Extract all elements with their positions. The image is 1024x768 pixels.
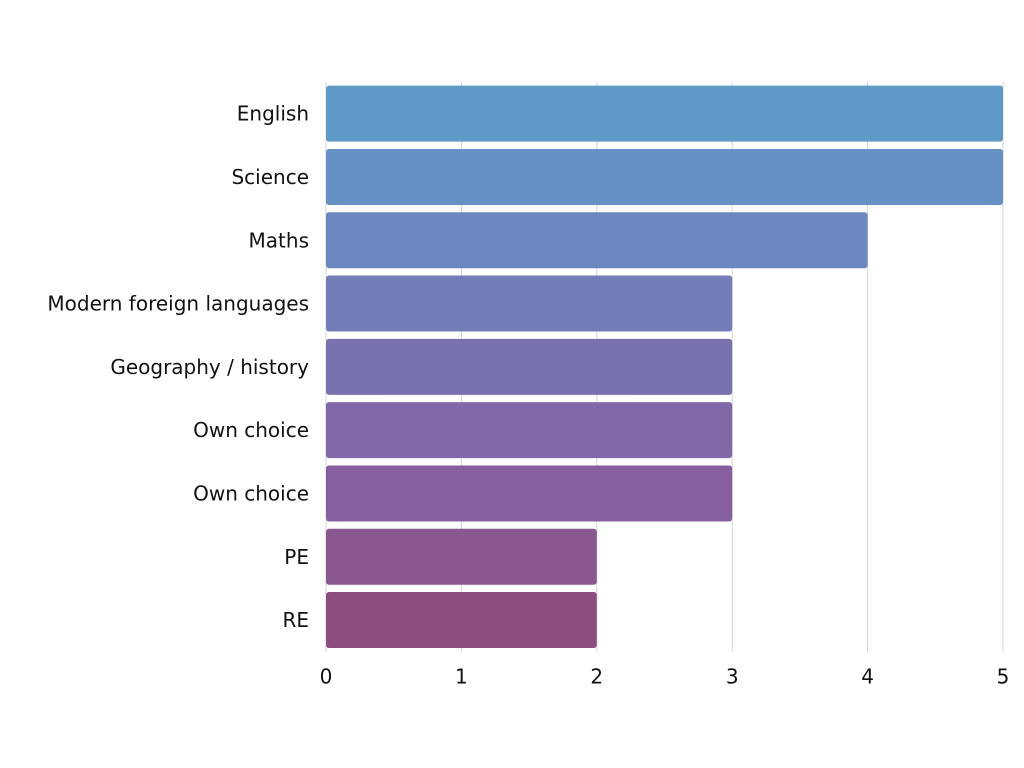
bar: [326, 148, 1003, 205]
category-label: Science: [231, 165, 309, 189]
bar: [326, 338, 733, 395]
category-label: Own choice: [193, 481, 309, 505]
bar: [326, 465, 733, 522]
x-tick-label: 4: [861, 665, 874, 689]
x-tick-label: 5: [997, 665, 1010, 689]
bar: [326, 592, 597, 649]
category-label: PE: [284, 545, 309, 569]
category-label: Modern foreign languages: [47, 292, 309, 316]
category-labels: English Science Maths Modern foreign langua…: [47, 102, 309, 632]
category-label: Geography / history: [110, 355, 309, 379]
bar: [326, 212, 868, 269]
x-tick-label: 3: [726, 665, 739, 689]
bar: [326, 528, 597, 585]
category-label: English: [237, 102, 309, 126]
category-label: Own choice: [193, 418, 309, 442]
x-axis-ticks: 0 1 2 3 4 5: [320, 665, 1010, 689]
bar: [326, 85, 1003, 142]
x-tick-label: 2: [590, 665, 603, 689]
category-label: RE: [282, 608, 309, 632]
x-tick-label: 0: [320, 665, 333, 689]
x-tick-label: 1: [455, 665, 468, 689]
bar: [326, 275, 733, 332]
bars: [326, 85, 1003, 649]
category-label: Maths: [249, 228, 309, 252]
bar: [326, 402, 733, 459]
